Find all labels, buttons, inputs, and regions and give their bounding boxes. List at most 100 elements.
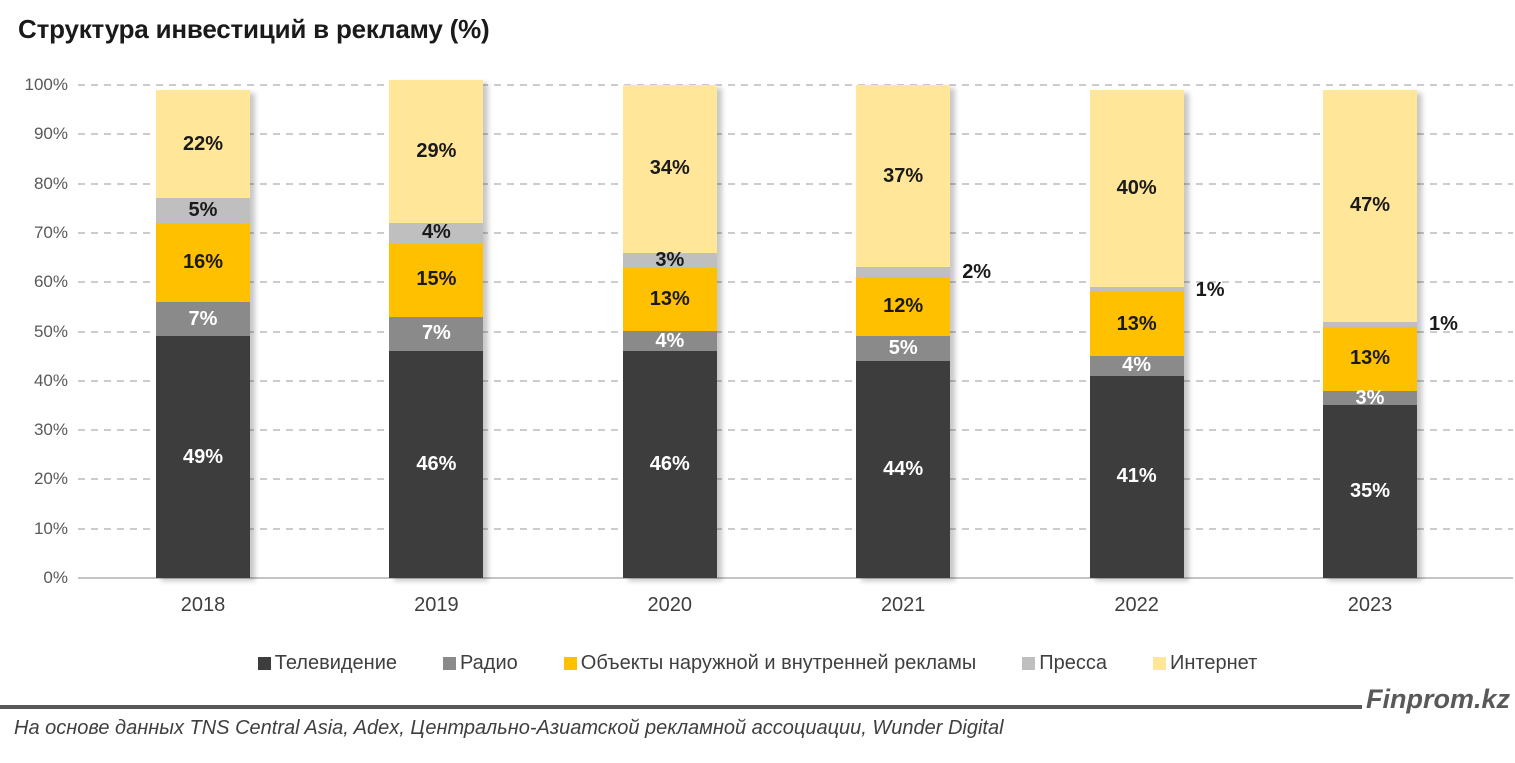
y-axis-tick-label: 60%	[33, 272, 68, 292]
bar-segment: 3%	[622, 249, 717, 271]
y-axis-tick-label: 70%	[33, 222, 68, 242]
bar-segment: 44%	[856, 361, 951, 578]
legend-label: Объекты наружной и внутренней рекламы	[580, 652, 977, 674]
y-axis-tick-label: 80%	[33, 173, 68, 193]
stacked-bar-2018: 22% 5% 16% 7% 49%	[156, 89, 250, 578]
segment-data-label: 37%	[883, 164, 924, 187]
bar-segment: 40%	[1089, 89, 1184, 288]
segment-data-label: 7%	[421, 322, 451, 345]
segment-data-label: 12%	[883, 295, 924, 318]
segment-data-label: 13%	[1349, 347, 1391, 370]
segment-data-label: 3%	[655, 248, 685, 271]
stacked-bar-2021: 37% 12% 5% 44%	[856, 85, 951, 578]
segment-data-label: 13%	[1116, 312, 1157, 335]
y-axis-tick-label: 50%	[33, 321, 68, 341]
legend-swatch-icon	[1153, 657, 1167, 670]
segment-data-label: 46%	[649, 453, 690, 476]
brand-logo: Finprom.kz	[1365, 684, 1510, 714]
bar-segment: 46%	[389, 351, 484, 578]
bar-segment: 46%	[622, 351, 717, 578]
chart-title: Структура инвестиций в рекламу (%)	[18, 14, 490, 44]
segment-data-label: 40%	[1116, 177, 1157, 200]
bar-segment: 13%	[622, 267, 717, 332]
bar-segment: 12%	[856, 277, 951, 337]
footer-divider	[0, 705, 1362, 709]
gridline	[78, 231, 1513, 234]
y-axis-tick-label: 30%	[33, 420, 68, 440]
bar-segment: 49%	[156, 336, 250, 578]
bar-segment: 41%	[1089, 375, 1184, 578]
bar-segment: 37%	[856, 85, 951, 268]
gridline	[78, 478, 1513, 481]
bar-segment: 7%	[156, 301, 250, 337]
legend-item: Интернет	[1153, 652, 1257, 675]
bar-segment: 13%	[1323, 326, 1417, 391]
y-axis-tick-label: 20%	[33, 469, 68, 489]
bar-segment: 4%	[622, 329, 717, 352]
stacked-bar-2022: 40% 13% 4% 41%	[1089, 89, 1184, 578]
legend-swatch-icon	[563, 657, 577, 670]
legend-swatch-icon	[1022, 657, 1036, 670]
segment-data-label-outside: 1%	[1195, 278, 1225, 301]
bar-segment	[1323, 321, 1417, 327]
segment-data-label-outside: 2%	[962, 261, 992, 284]
segment-data-label: 4%	[421, 221, 451, 244]
segment-data-label: 13%	[649, 287, 690, 310]
gridline	[78, 281, 1513, 284]
legend-swatch-icon	[443, 657, 456, 670]
legend-item: Радио	[443, 652, 518, 675]
legend-item: Объекты наружной и внутренней рекламы	[563, 652, 977, 675]
segment-data-label: 4%	[655, 329, 685, 352]
y-axis-tick-label: 40%	[33, 370, 68, 390]
bar-segment	[1089, 287, 1184, 293]
bar-segment: 3%	[1323, 387, 1417, 409]
y-axis-tick-label: 90%	[33, 124, 68, 144]
x-axis-tick-label: 2022	[1114, 594, 1159, 616]
gridline	[78, 527, 1513, 530]
bar-segment: 29%	[389, 80, 484, 224]
segment-data-label: 15%	[416, 268, 457, 291]
bar-segment: 5%	[156, 198, 250, 224]
bar-segment: 35%	[1323, 405, 1417, 578]
legend-label: Телевидение	[274, 652, 397, 674]
segment-data-label: 35%	[1349, 480, 1391, 503]
legend-item: Телевидение	[257, 652, 397, 675]
legend-label: Пресса	[1039, 652, 1108, 674]
segment-data-label: 16%	[182, 250, 224, 273]
segment-data-label: 29%	[416, 140, 457, 163]
segment-data-label: 3%	[1355, 386, 1385, 409]
y-axis-tick-label: 10%	[33, 518, 68, 538]
segment-data-label-outside: 1%	[1429, 313, 1458, 336]
gridline	[78, 84, 1513, 86]
bar-segment: 4%	[389, 221, 484, 244]
bar-segment: 16%	[156, 223, 250, 302]
legend-item: Пресса	[1022, 652, 1107, 675]
bar-segment: 5%	[856, 336, 951, 362]
y-axis-tick-label: 100%	[24, 75, 68, 94]
segment-data-label: 44%	[883, 458, 924, 481]
x-axis-line	[78, 577, 1513, 579]
gridline	[78, 330, 1513, 333]
x-axis-tick-label: 2018	[180, 594, 226, 616]
segment-data-label: 22%	[182, 132, 224, 155]
legend-label: Радио	[460, 652, 518, 674]
bar-segment	[856, 267, 951, 278]
bar-segment: 4%	[1089, 354, 1184, 377]
segment-data-label: 46%	[416, 453, 457, 476]
x-axis-tick-label: 2020	[647, 594, 693, 616]
plot-area: 0% 10% 20% 30% 40% 50% 60% 70% 80% 90% 100% 22% 5% 16…	[24, 75, 1513, 616]
segment-data-label: 5%	[188, 199, 218, 222]
gridline	[78, 429, 1513, 432]
segment-data-label: 7%	[188, 307, 218, 330]
source-note: На основе данных TNS Central Asia, Adex,…	[14, 717, 1004, 739]
segment-data-label: 4%	[1122, 354, 1152, 377]
bar-segment: 22%	[156, 89, 250, 199]
bar-segment: 13%	[1089, 292, 1184, 357]
bar-segment: 15%	[389, 242, 484, 317]
legend-swatch-icon	[257, 657, 271, 670]
stacked-bar-2020: 34% 3% 13% 4% 46%	[622, 85, 717, 578]
segment-data-label: 41%	[1116, 465, 1157, 488]
gridline	[78, 379, 1513, 382]
stacked-bar-2023: 47% 13% 3% 35%	[1323, 89, 1417, 578]
x-axis-tick-label: 2023	[1347, 594, 1393, 616]
